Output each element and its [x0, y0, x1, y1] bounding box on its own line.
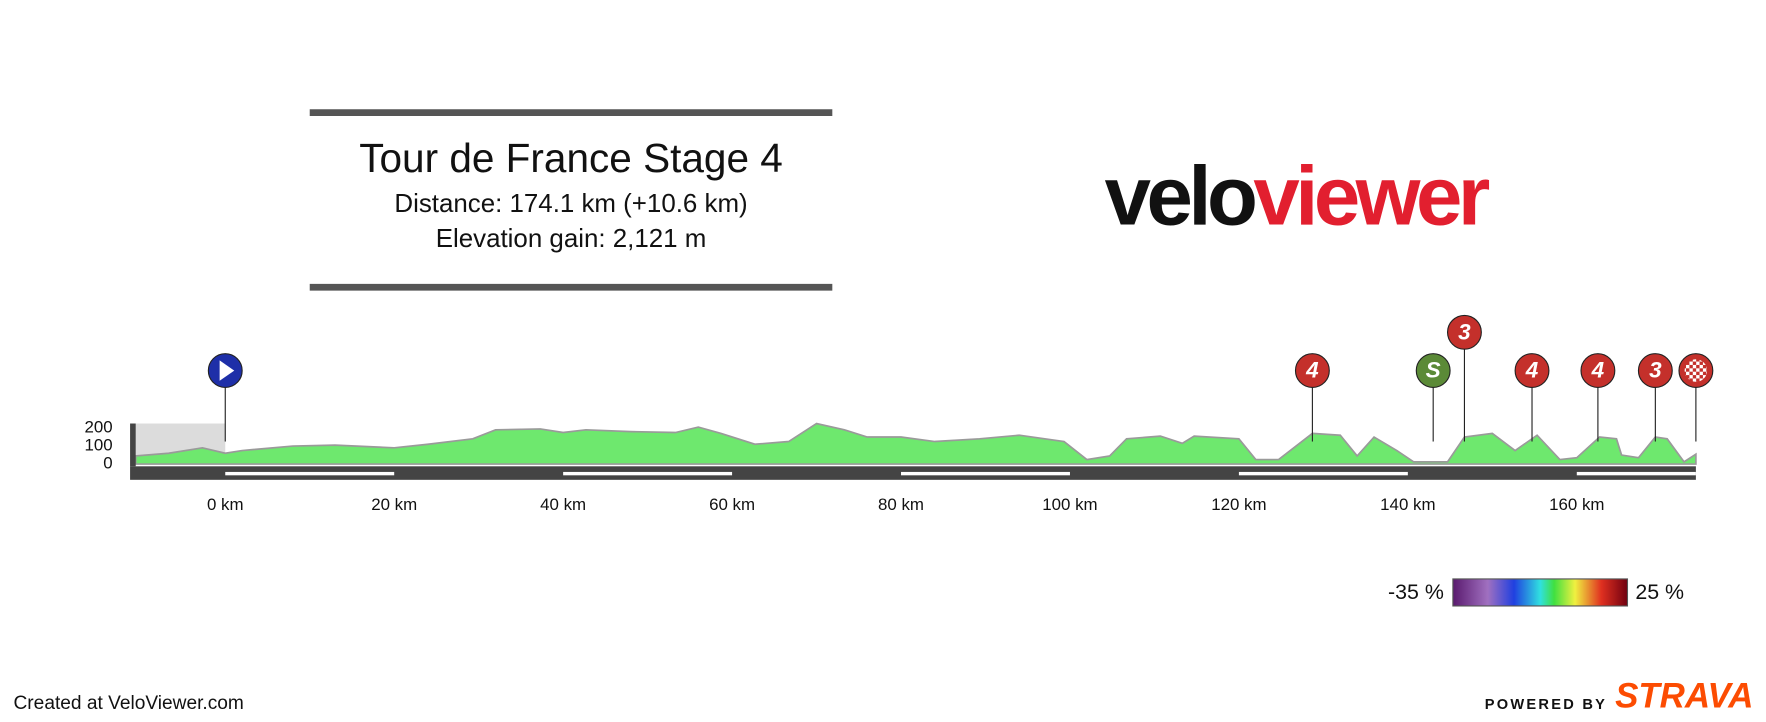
axis-left	[130, 423, 136, 467]
x-tick-label: 0 km	[207, 495, 244, 514]
marker-label: 4	[1525, 358, 1539, 383]
x-tick-label: 160 km	[1549, 495, 1604, 514]
km-stripe	[225, 471, 395, 476]
finish-icon	[1684, 359, 1708, 382]
subtitle: Elevation gain: 2,121 m	[436, 225, 707, 253]
marker-label: 4	[1591, 358, 1605, 383]
marker	[1415, 353, 1451, 389]
x-tick-label: 60 km	[709, 495, 755, 514]
colorbar-max: 25 %	[1635, 580, 1684, 604]
logo-dark: velo	[1105, 150, 1255, 243]
x-tick-label: 120 km	[1211, 495, 1266, 514]
powered-by: POWERED BY	[1485, 697, 1607, 713]
km-stripe	[1238, 471, 1408, 476]
marker	[1446, 314, 1482, 350]
marker	[1637, 353, 1673, 389]
colorbar-min: -35 %	[1388, 580, 1444, 604]
marker-label: S	[1426, 358, 1441, 383]
y-tick-label: 100	[84, 436, 112, 455]
x-tick-label: 40 km	[540, 495, 586, 514]
km-stripe	[1576, 471, 1696, 476]
marker-label: 3	[1649, 358, 1662, 383]
km-stripe	[901, 471, 1070, 476]
elevation-area	[134, 422, 1697, 465]
start-icon	[219, 360, 235, 381]
marker-label: 4	[1305, 358, 1319, 383]
colorbar	[1452, 578, 1629, 607]
y-tick-label: 0	[103, 454, 112, 473]
x-tick-label: 100 km	[1042, 495, 1097, 514]
marker	[1580, 353, 1616, 389]
marker	[1514, 353, 1550, 389]
marker	[1294, 353, 1330, 389]
marker-label: 3	[1458, 319, 1471, 344]
x-tick-label: 80 km	[878, 495, 924, 514]
strava-logo: STRAVA	[1615, 677, 1753, 716]
km-stripe	[563, 471, 733, 476]
y-tick-label: 200	[84, 417, 112, 436]
subtitle: Distance: 174.1 km (+10.6 km)	[394, 190, 747, 218]
logo: veloviewer	[1105, 150, 1490, 243]
x-tick-label: 140 km	[1380, 495, 1435, 514]
x-tick-label: 20 km	[371, 495, 417, 514]
footer-credit: Created at VeloViewer.com	[14, 693, 244, 714]
title: Tour de France Stage 4	[359, 135, 783, 181]
logo-red: viewer	[1253, 150, 1489, 243]
